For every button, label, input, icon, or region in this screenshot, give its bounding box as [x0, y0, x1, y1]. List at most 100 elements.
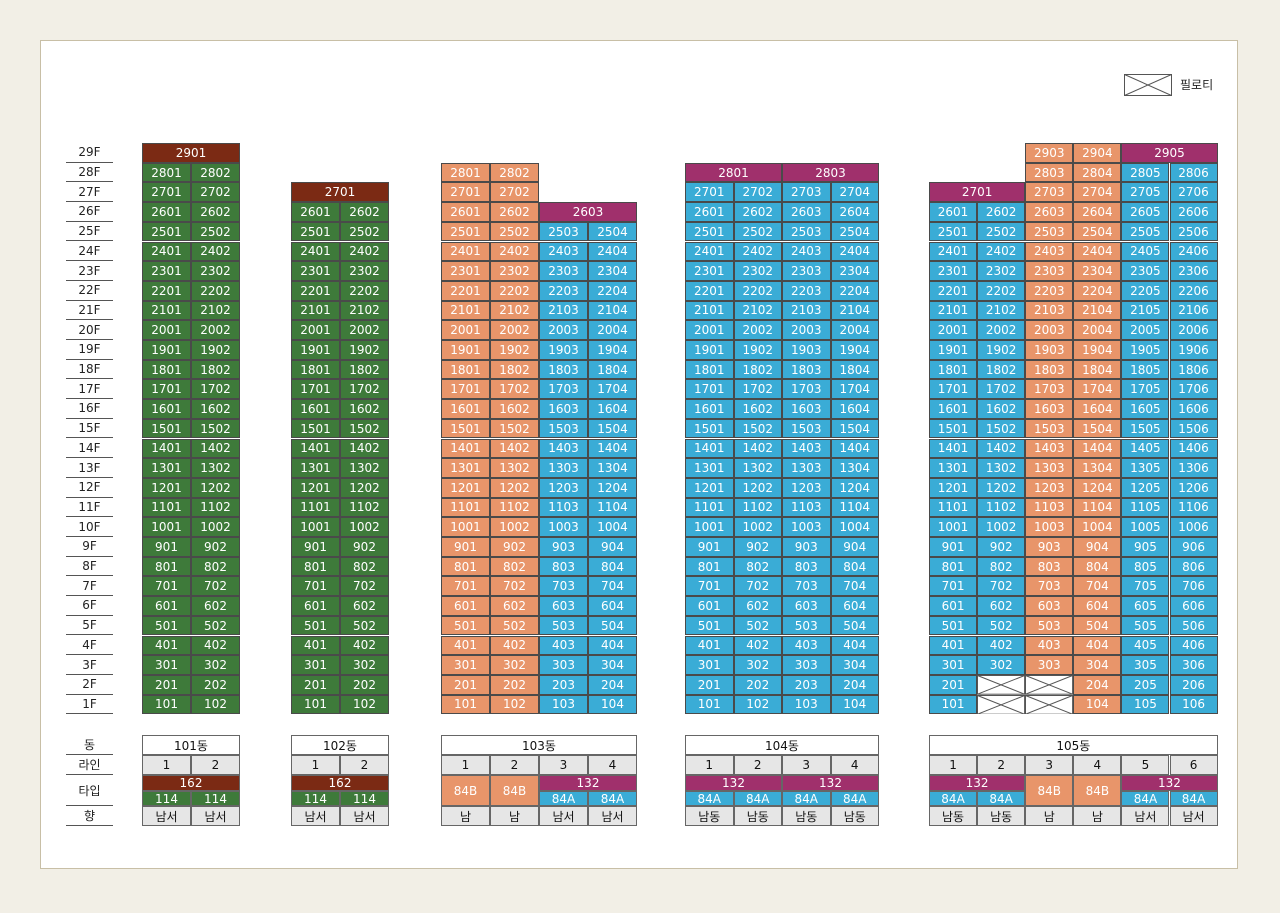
unit-cell[interactable]: 1001 — [142, 517, 191, 537]
unit-cell[interactable]: 703 — [782, 576, 831, 597]
unit-cell[interactable]: 2501 — [291, 221, 340, 242]
unit-cell[interactable]: 1404 — [588, 438, 637, 459]
unit-cell[interactable]: 1701 — [291, 379, 340, 400]
unit-cell[interactable]: 2401 — [929, 241, 978, 262]
unit-cell[interactable]: 2301 — [929, 261, 978, 281]
unit-cell[interactable]: 1801 — [929, 359, 978, 380]
unit-cell[interactable]: 2201 — [441, 280, 490, 301]
unit-cell[interactable]: 901 — [291, 537, 340, 557]
unit-cell[interactable]: 2502 — [977, 221, 1026, 242]
unit-cell[interactable]: 304 — [830, 655, 879, 675]
unit-cell[interactable]: 1304 — [1073, 458, 1122, 478]
unit-cell[interactable]: 2406 — [1169, 241, 1218, 262]
unit-cell[interactable]: 1205 — [1121, 477, 1170, 498]
unit-cell[interactable]: 1102 — [490, 497, 539, 518]
unit-cell[interactable]: 304 — [1073, 655, 1122, 675]
unit-cell[interactable]: 804 — [1073, 556, 1122, 577]
unit-cell[interactable]: 2702 — [490, 182, 539, 203]
unit-cell[interactable]: 1301 — [685, 458, 734, 478]
unit-cell[interactable]: 2201 — [929, 280, 978, 301]
unit-cell[interactable]: 2604 — [1073, 202, 1122, 222]
unit-cell[interactable]: 2404 — [1073, 241, 1122, 262]
unit-cell[interactable]: 2506 — [1169, 221, 1218, 242]
penthouse-cell[interactable]: 2603 — [539, 202, 637, 222]
unit-cell[interactable]: 1002 — [490, 517, 539, 537]
unit-cell[interactable]: 1202 — [340, 477, 389, 498]
unit-cell[interactable]: 2706 — [1169, 182, 1218, 203]
unit-cell[interactable]: 902 — [977, 537, 1026, 557]
unit-cell[interactable]: 403 — [539, 635, 588, 656]
unit-cell[interactable]: 902 — [340, 537, 389, 557]
unit-cell[interactable]: 2402 — [340, 241, 389, 262]
unit-cell[interactable]: 2303 — [539, 261, 588, 281]
unit-cell[interactable]: 1702 — [191, 379, 240, 400]
unit-cell[interactable]: 2204 — [830, 280, 879, 301]
unit-cell[interactable]: 2401 — [685, 241, 734, 262]
unit-cell[interactable]: 706 — [1169, 576, 1218, 597]
unit-cell[interactable]: 601 — [291, 596, 340, 616]
unit-cell[interactable]: 702 — [490, 576, 539, 597]
unit-cell[interactable]: 802 — [191, 556, 240, 577]
unit-cell[interactable]: 2101 — [929, 300, 978, 321]
unit-cell[interactable]: 2304 — [588, 261, 637, 281]
unit-cell[interactable]: 2202 — [977, 280, 1026, 301]
unit-cell[interactable]: 2103 — [782, 300, 831, 321]
unit-cell[interactable]: 404 — [588, 635, 637, 656]
unit-cell[interactable]: 2502 — [733, 221, 782, 242]
unit-cell[interactable]: 802 — [733, 556, 782, 577]
unit-cell[interactable]: 804 — [588, 556, 637, 577]
unit-cell[interactable]: 1702 — [977, 379, 1026, 400]
unit-cell[interactable]: 2401 — [291, 241, 340, 262]
unit-cell[interactable]: 803 — [1025, 556, 1074, 577]
unit-cell[interactable]: 403 — [782, 635, 831, 656]
unit-cell[interactable]: 2601 — [142, 202, 191, 222]
unit-cell[interactable]: 1602 — [977, 399, 1026, 419]
unit-cell[interactable]: 1902 — [191, 340, 240, 360]
unit-cell[interactable]: 701 — [291, 576, 340, 597]
unit-cell[interactable]: 602 — [977, 596, 1026, 616]
unit-cell[interactable]: 2705 — [1121, 182, 1170, 203]
unit-cell[interactable]: 1701 — [142, 379, 191, 400]
unit-cell[interactable]: 2402 — [733, 241, 782, 262]
unit-cell[interactable]: 801 — [441, 556, 490, 577]
unit-cell[interactable]: 1402 — [733, 438, 782, 459]
unit-cell[interactable]: 604 — [830, 596, 879, 616]
unit-cell[interactable]: 602 — [191, 596, 240, 616]
unit-cell[interactable]: 301 — [142, 655, 191, 675]
unit-cell[interactable]: 2603 — [1025, 202, 1074, 222]
unit-cell[interactable]: 203 — [539, 674, 588, 695]
unit-cell[interactable]: 704 — [588, 576, 637, 597]
unit-cell[interactable]: 804 — [830, 556, 879, 577]
unit-cell[interactable]: 1902 — [977, 340, 1026, 360]
unit-cell[interactable]: 901 — [929, 537, 978, 557]
unit-cell[interactable]: 2202 — [490, 280, 539, 301]
unit-cell[interactable]: 1103 — [782, 497, 831, 518]
unit-cell[interactable]: 802 — [490, 556, 539, 577]
unit-cell[interactable]: 1501 — [441, 418, 490, 439]
unit-cell[interactable]: 1802 — [733, 359, 782, 380]
unit-cell[interactable]: 2104 — [588, 300, 637, 321]
unit-cell[interactable]: 1802 — [490, 359, 539, 380]
unit-cell[interactable]: 906 — [1169, 537, 1218, 557]
unit-cell[interactable]: 101 — [142, 694, 191, 715]
unit-cell[interactable]: 601 — [685, 596, 734, 616]
unit-cell[interactable]: 1302 — [490, 458, 539, 478]
unit-cell[interactable]: 401 — [142, 635, 191, 656]
unit-cell[interactable]: 1703 — [782, 379, 831, 400]
unit-cell[interactable]: 1101 — [441, 497, 490, 518]
unit-cell[interactable]: 1501 — [929, 418, 978, 439]
unit-cell[interactable]: 801 — [291, 556, 340, 577]
unit-cell[interactable]: 1306 — [1169, 458, 1218, 478]
unit-cell[interactable]: 2203 — [1025, 280, 1074, 301]
unit-cell[interactable]: 2501 — [685, 221, 734, 242]
unit-cell[interactable]: 402 — [977, 635, 1026, 656]
unit-cell[interactable]: 1003 — [539, 517, 588, 537]
unit-cell[interactable]: 2301 — [441, 261, 490, 281]
unit-cell[interactable]: 701 — [441, 576, 490, 597]
unit-cell[interactable]: 1701 — [929, 379, 978, 400]
unit-cell[interactable]: 1603 — [1025, 399, 1074, 419]
unit-cell[interactable]: 1405 — [1121, 438, 1170, 459]
unit-cell[interactable]: 1601 — [291, 399, 340, 419]
unit-cell[interactable]: 2001 — [929, 320, 978, 340]
unit-cell[interactable]: 601 — [441, 596, 490, 616]
